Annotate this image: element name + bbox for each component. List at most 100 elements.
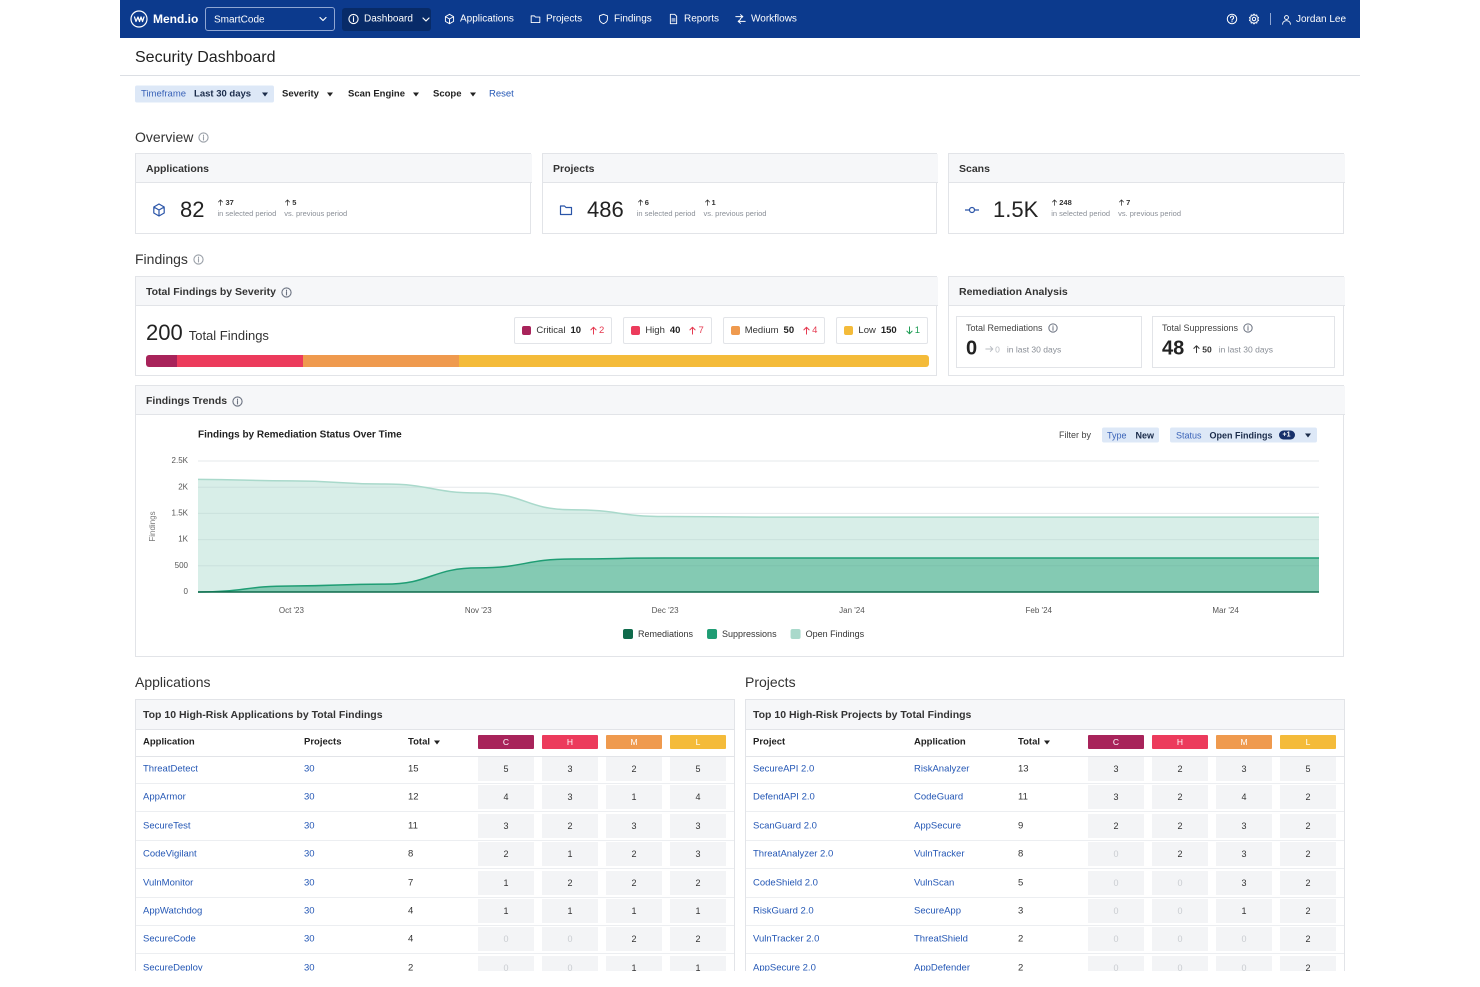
severity-column-header[interactable]: M [1216,735,1272,749]
nav-item[interactable]: Projects [530,14,582,25]
severity-cell: 0 [1152,927,1208,952]
table-cell: 8 [408,848,414,860]
trend-arrow [803,326,810,335]
severity-chip[interactable]: Medium 50 4 [722,317,826,344]
table-link[interactable]: 30 [304,820,315,832]
table-link[interactable]: 30 [304,791,315,803]
nav-item[interactable]: Workflows [735,14,797,25]
trend-arrow [689,326,697,335]
severity-chip[interactable]: Critical 10 2 [514,317,613,344]
table-link[interactable]: AppWatchdog [143,905,203,917]
severity-cell: 5 [1280,757,1336,781]
column-header[interactable]: Total [408,737,440,748]
delta: 6 in selected period [637,198,696,218]
severity-cell-value: 0 [567,962,573,971]
table-link[interactable]: 30 [304,848,315,860]
table-link[interactable]: DefendAPI 2.0 [753,791,815,803]
severity-cell-value: 2 [1113,820,1119,831]
table-link[interactable]: AppSecure [914,820,962,832]
severity-cell-value: 0 [1113,849,1119,860]
row-divider [746,925,1344,926]
table-link[interactable]: CodeGuard [914,791,964,803]
table-link[interactable]: AppDefender [914,962,970,971]
table-link[interactable]: VulnTracker [914,848,965,860]
caret [434,740,440,744]
table-link[interactable]: AppSecure 2.0 [753,962,816,971]
severity-column-header[interactable]: L [670,735,726,749]
severity-cell-value: 4 [1241,792,1247,803]
severity-cell-value: 2 [631,877,637,888]
table-link[interactable]: AppArmor [143,791,186,803]
severity-column-header[interactable]: C [1088,735,1144,749]
severity-cell-value: 1 [631,906,637,916]
table-link[interactable]: ThreatShield [914,933,968,945]
org-chevron [319,16,327,22]
nav-item[interactable]: Applications [444,14,514,25]
row-divider [136,896,734,898]
table-link[interactable]: VulnScan [914,877,955,889]
filter[interactable]: Scan Engine [348,89,420,100]
severity-column-header[interactable]: H [542,735,598,749]
type-filter[interactable]: Type New [1102,427,1160,443]
table-link[interactable]: SecureTest [143,820,191,832]
table-link[interactable]: SecureApp [914,905,962,917]
nav-divider [1270,13,1271,25]
severity-column-header[interactable]: M [606,735,662,749]
filter[interactable]: Severity [282,89,333,100]
card-title: Remediation Analysis [959,286,1068,298]
timeframe-filter[interactable]: Timeframe Last 30 days [135,85,275,103]
table-cell: 4 [408,905,414,917]
table-link[interactable]: CodeShield 2.0 [753,877,818,889]
row-divider [136,868,734,870]
table-cell: 5 [1018,877,1024,889]
table-link[interactable]: ThreatDetect [143,763,198,775]
table-link[interactable]: 30 [304,763,315,775]
table-link[interactable]: CodeVigilant [143,848,197,860]
table-link[interactable]: RiskGuard 2.0 [753,905,814,917]
trend-arrow [285,199,291,206]
table-link[interactable]: 30 [304,877,315,889]
cube-icon [444,13,455,25]
user-menu[interactable]: Jordan Lee [1281,14,1346,25]
severity-cell-value: 2 [1305,962,1311,971]
y-tick-label: 1.5K [172,509,189,518]
table-link[interactable]: SecureAPI 2.0 [753,763,815,775]
severity-segment [459,355,929,367]
severity-chips: Critical 10 2 High 40 7 Medium 50 4 Low 150 1 [514,317,928,344]
table-link[interactable]: SecureCode [143,933,196,945]
nav-item[interactable]: Findings [598,14,652,25]
delta-label: in selected period [636,209,696,218]
severity-cell: 2 [1152,785,1208,810]
severity-column-header[interactable]: L [1280,735,1336,749]
org-select[interactable]: SmartCode [205,7,335,31]
column-header[interactable]: Total [1018,737,1050,748]
table-link[interactable]: SecureDeploy [143,962,203,971]
severity-cell: 4 [1216,785,1272,810]
row-divider [746,783,1344,784]
table-link[interactable]: 30 [304,933,315,945]
table-link[interactable]: 30 [304,962,315,971]
card-title: Total Findings by Severity [146,286,292,298]
nav-item[interactable]: Dashboard [348,14,431,25]
table-link[interactable]: ThreatAnalyzer 2.0 [753,848,834,860]
nav-item[interactable]: Reports [668,14,719,25]
row-divider [746,896,1344,898]
table-link[interactable]: 30 [304,905,315,917]
delta: 7 vs. previous period [1118,198,1181,218]
status-filter[interactable]: Status Open Findings +1 [1170,427,1317,443]
severity-chip[interactable]: Low 150 1 [836,317,928,344]
severity-cell-value: 1 [503,877,509,888]
severity-column-header[interactable]: C [478,735,534,749]
severity-chip[interactable]: High 40 7 [623,317,712,344]
reset-link[interactable]: Reset [489,88,514,100]
table-link[interactable]: ScanGuard 2.0 [753,820,817,832]
help-icon [1226,13,1238,25]
severity-cell: 0 [1152,870,1208,895]
severity-cell: 3 [542,757,598,781]
table-link[interactable]: VulnMonitor [143,877,194,889]
severity-column-header[interactable]: H [1152,735,1208,749]
table-link[interactable]: VulnTracker 2.0 [753,933,820,945]
table-cell: 3 [1018,905,1024,917]
filter[interactable]: Scope [433,89,476,100]
table-link[interactable]: RiskAnalyzer [914,763,970,775]
